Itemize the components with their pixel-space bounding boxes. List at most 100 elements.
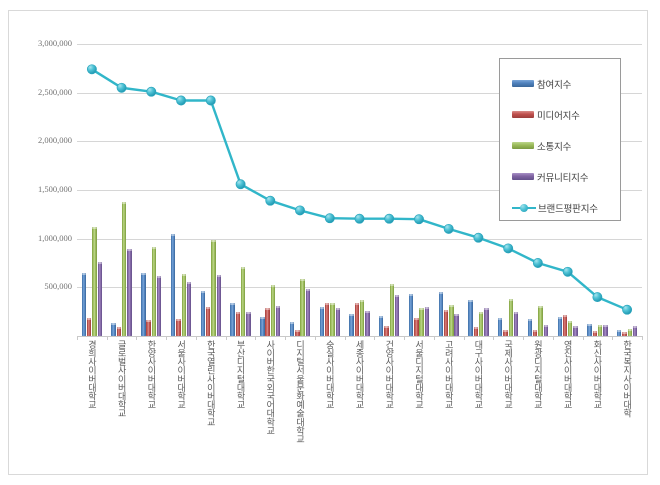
- bar[interactable]: [359, 300, 365, 336]
- bar[interactable]: [449, 304, 454, 336]
- line-marker[interactable]: [116, 82, 127, 93]
- line-marker[interactable]: [503, 243, 514, 254]
- line-marker[interactable]: [384, 213, 395, 224]
- bar[interactable]: [508, 299, 514, 336]
- bar[interactable]: [111, 323, 116, 336]
- line-marker[interactable]: [205, 95, 216, 106]
- bar[interactable]: [503, 330, 508, 336]
- bar[interactable]: [157, 275, 162, 336]
- bar[interactable]: [627, 329, 632, 336]
- bar[interactable]: [424, 306, 430, 336]
- line-marker[interactable]: [622, 304, 633, 315]
- line-marker[interactable]: [176, 95, 187, 106]
- bar[interactable]: [300, 278, 305, 336]
- bar[interactable]: [562, 315, 568, 336]
- bar[interactable]: [379, 315, 384, 336]
- bar[interactable]: [122, 201, 127, 336]
- bar[interactable]: [170, 233, 176, 336]
- legend-item-3[interactable]: 커뮤니티지수: [500, 161, 620, 192]
- bar[interactable]: [538, 305, 543, 336]
- line-marker[interactable]: [324, 213, 335, 224]
- bar[interactable]: [349, 313, 354, 336]
- line-marker[interactable]: [295, 205, 305, 216]
- bar[interactable]: [295, 330, 300, 336]
- bar[interactable]: [87, 318, 92, 336]
- bar[interactable]: [230, 302, 235, 336]
- bar[interactable]: [527, 319, 533, 336]
- bar[interactable]: [513, 311, 519, 336]
- bar[interactable]: [240, 266, 246, 336]
- line-marker[interactable]: [562, 266, 573, 277]
- bar[interactable]: [141, 272, 146, 336]
- bar[interactable]: [181, 273, 186, 336]
- line-marker[interactable]: [592, 292, 603, 303]
- bar[interactable]: [330, 302, 335, 336]
- bar[interactable]: [335, 307, 340, 336]
- line-marker[interactable]: [414, 214, 424, 225]
- line-marker[interactable]: [473, 232, 484, 243]
- line-marker[interactable]: [235, 179, 246, 190]
- bar[interactable]: [419, 307, 424, 336]
- bar[interactable]: [394, 295, 400, 336]
- bar[interactable]: [498, 318, 503, 336]
- bar[interactable]: [246, 311, 251, 336]
- legend-item-2[interactable]: 소통지수: [500, 130, 620, 161]
- bar[interactable]: [176, 319, 181, 336]
- bar[interactable]: [622, 332, 627, 336]
- bar[interactable]: [365, 310, 370, 336]
- bar[interactable]: [616, 330, 622, 336]
- bar[interactable]: [324, 302, 330, 336]
- line-marker[interactable]: [443, 223, 454, 234]
- bar[interactable]: [305, 289, 311, 336]
- bar[interactable]: [354, 302, 360, 336]
- bar[interactable]: [116, 327, 122, 336]
- bar[interactable]: [414, 317, 419, 336]
- bar[interactable]: [632, 326, 638, 336]
- bar[interactable]: [260, 316, 265, 336]
- bar[interactable]: [289, 322, 295, 336]
- bar[interactable]: [97, 262, 102, 336]
- bar[interactable]: [200, 291, 206, 336]
- bar[interactable]: [543, 325, 549, 336]
- line-marker[interactable]: [265, 195, 276, 206]
- bar[interactable]: [319, 306, 324, 336]
- bar[interactable]: [270, 285, 276, 336]
- bar[interactable]: [603, 325, 608, 336]
- bar[interactable]: [81, 272, 87, 336]
- bar[interactable]: [205, 306, 211, 336]
- bar[interactable]: [389, 284, 395, 336]
- bar[interactable]: [468, 300, 473, 336]
- bar[interactable]: [438, 292, 443, 336]
- line-marker[interactable]: [532, 258, 543, 268]
- bar[interactable]: [454, 313, 459, 336]
- bar[interactable]: [408, 294, 414, 336]
- legend-item-4[interactable]: 브랜드평판지수: [500, 192, 620, 223]
- legend-item-1[interactable]: 미디어지수: [500, 99, 620, 130]
- bar[interactable]: [151, 247, 157, 336]
- line-marker[interactable]: [354, 213, 365, 224]
- legend-item-0[interactable]: 참여지수: [500, 68, 620, 99]
- bar[interactable]: [484, 307, 489, 336]
- bar[interactable]: [443, 310, 449, 336]
- bar[interactable]: [216, 274, 221, 336]
- bar[interactable]: [186, 281, 192, 336]
- bar[interactable]: [478, 311, 484, 336]
- line-marker[interactable]: [146, 86, 157, 97]
- bar[interactable]: [573, 326, 578, 336]
- bar[interactable]: [211, 239, 216, 336]
- bar[interactable]: [146, 319, 151, 336]
- bar[interactable]: [92, 227, 97, 336]
- line-marker[interactable]: [86, 64, 97, 75]
- bar[interactable]: [568, 321, 573, 336]
- bar[interactable]: [592, 331, 597, 336]
- bar[interactable]: [533, 330, 538, 336]
- bar[interactable]: [235, 311, 241, 336]
- bar[interactable]: [557, 316, 562, 336]
- bar[interactable]: [587, 324, 592, 336]
- bar[interactable]: [265, 307, 270, 336]
- bar[interactable]: [127, 249, 132, 336]
- bar[interactable]: [276, 305, 281, 336]
- bar[interactable]: [384, 326, 389, 336]
- bar[interactable]: [597, 325, 603, 336]
- bar[interactable]: [473, 327, 478, 336]
